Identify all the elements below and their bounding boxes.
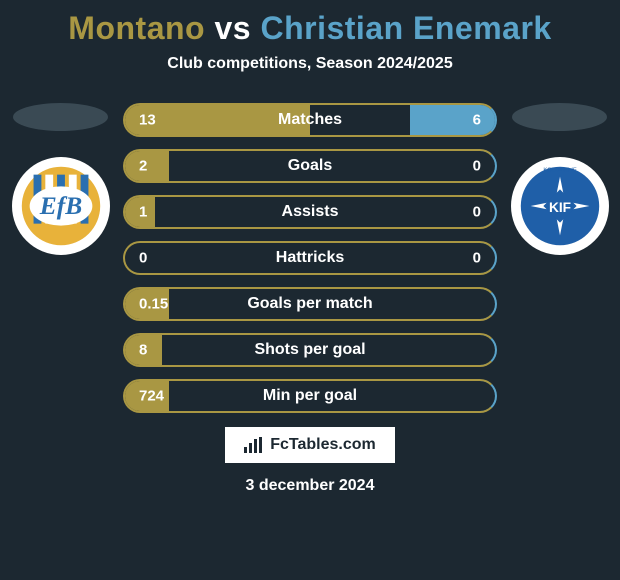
left-side: EfB — [8, 103, 113, 255]
stat-fill-right — [410, 105, 495, 135]
stat-label: Min per goal — [263, 387, 357, 405]
fctables-logo[interactable]: FcTables.com — [225, 427, 395, 463]
fctables-text: FcTables.com — [270, 436, 376, 454]
stat-label: Goals per match — [247, 295, 372, 313]
stat-label: Assists — [282, 203, 339, 221]
stat-label: Matches — [278, 111, 342, 129]
stat-row: 0.15 Goals per match — [123, 287, 497, 321]
stat-value-right: 0 — [473, 158, 481, 175]
stat-value-left: 724 — [139, 388, 164, 405]
stat-row-right-border — [312, 195, 497, 229]
player1-name: Montano — [68, 10, 205, 46]
stat-value-left: 2 — [139, 158, 147, 175]
right-side: KIF KOLDING IF — [507, 103, 612, 255]
content-area: EfB 13 6 Matches 2 0 Goals 1 0 Assists 0 0 Hattrick… — [0, 103, 620, 413]
stat-value-right: 6 — [473, 112, 481, 129]
svg-text:KOLDING IF: KOLDING IF — [543, 168, 577, 174]
stat-value-left: 0.15 — [139, 296, 168, 313]
stat-row: 13 6 Matches — [123, 103, 497, 137]
date-text: 3 december 2024 — [0, 477, 620, 495]
stat-value-right: 0 — [473, 250, 481, 267]
stat-label: Hattricks — [276, 249, 344, 267]
stat-label: Goals — [288, 157, 332, 175]
player2-name: Christian Enemark — [260, 10, 551, 46]
stat-row: 1 0 Assists — [123, 195, 497, 229]
stat-value-right: 0 — [473, 204, 481, 221]
stats-column: 13 6 Matches 2 0 Goals 1 0 Assists 0 0 Hattricks 0.1… — [123, 103, 497, 413]
stat-row: 724 Min per goal — [123, 379, 497, 413]
player1-silhouette — [13, 103, 108, 131]
stat-row-right-border — [312, 149, 497, 183]
stat-row: 2 0 Goals — [123, 149, 497, 183]
stat-value-left: 0 — [139, 250, 147, 267]
stat-row: 0 0 Hattricks — [123, 241, 497, 275]
vs-text: vs — [214, 10, 251, 46]
stat-value-left: 1 — [139, 204, 147, 221]
stat-value-left: 13 — [139, 112, 156, 129]
efb-logo-icon: EfB — [12, 157, 110, 255]
comparison-title: Montano vs Christian Enemark — [0, 0, 620, 55]
stat-value-left: 8 — [139, 342, 147, 359]
stat-label: Shots per goal — [254, 341, 365, 359]
subtitle: Club competitions, Season 2024/2025 — [0, 55, 620, 73]
svg-text:KIF: KIF — [548, 200, 570, 215]
stat-row: 8 Shots per goal — [123, 333, 497, 367]
club-logo-left: EfB — [12, 157, 110, 255]
bar-chart-icon — [244, 437, 264, 453]
player2-silhouette — [512, 103, 607, 131]
svg-text:EfB: EfB — [38, 191, 81, 220]
kif-logo-icon: KIF KOLDING IF — [511, 157, 609, 255]
club-logo-right: KIF KOLDING IF — [511, 157, 609, 255]
